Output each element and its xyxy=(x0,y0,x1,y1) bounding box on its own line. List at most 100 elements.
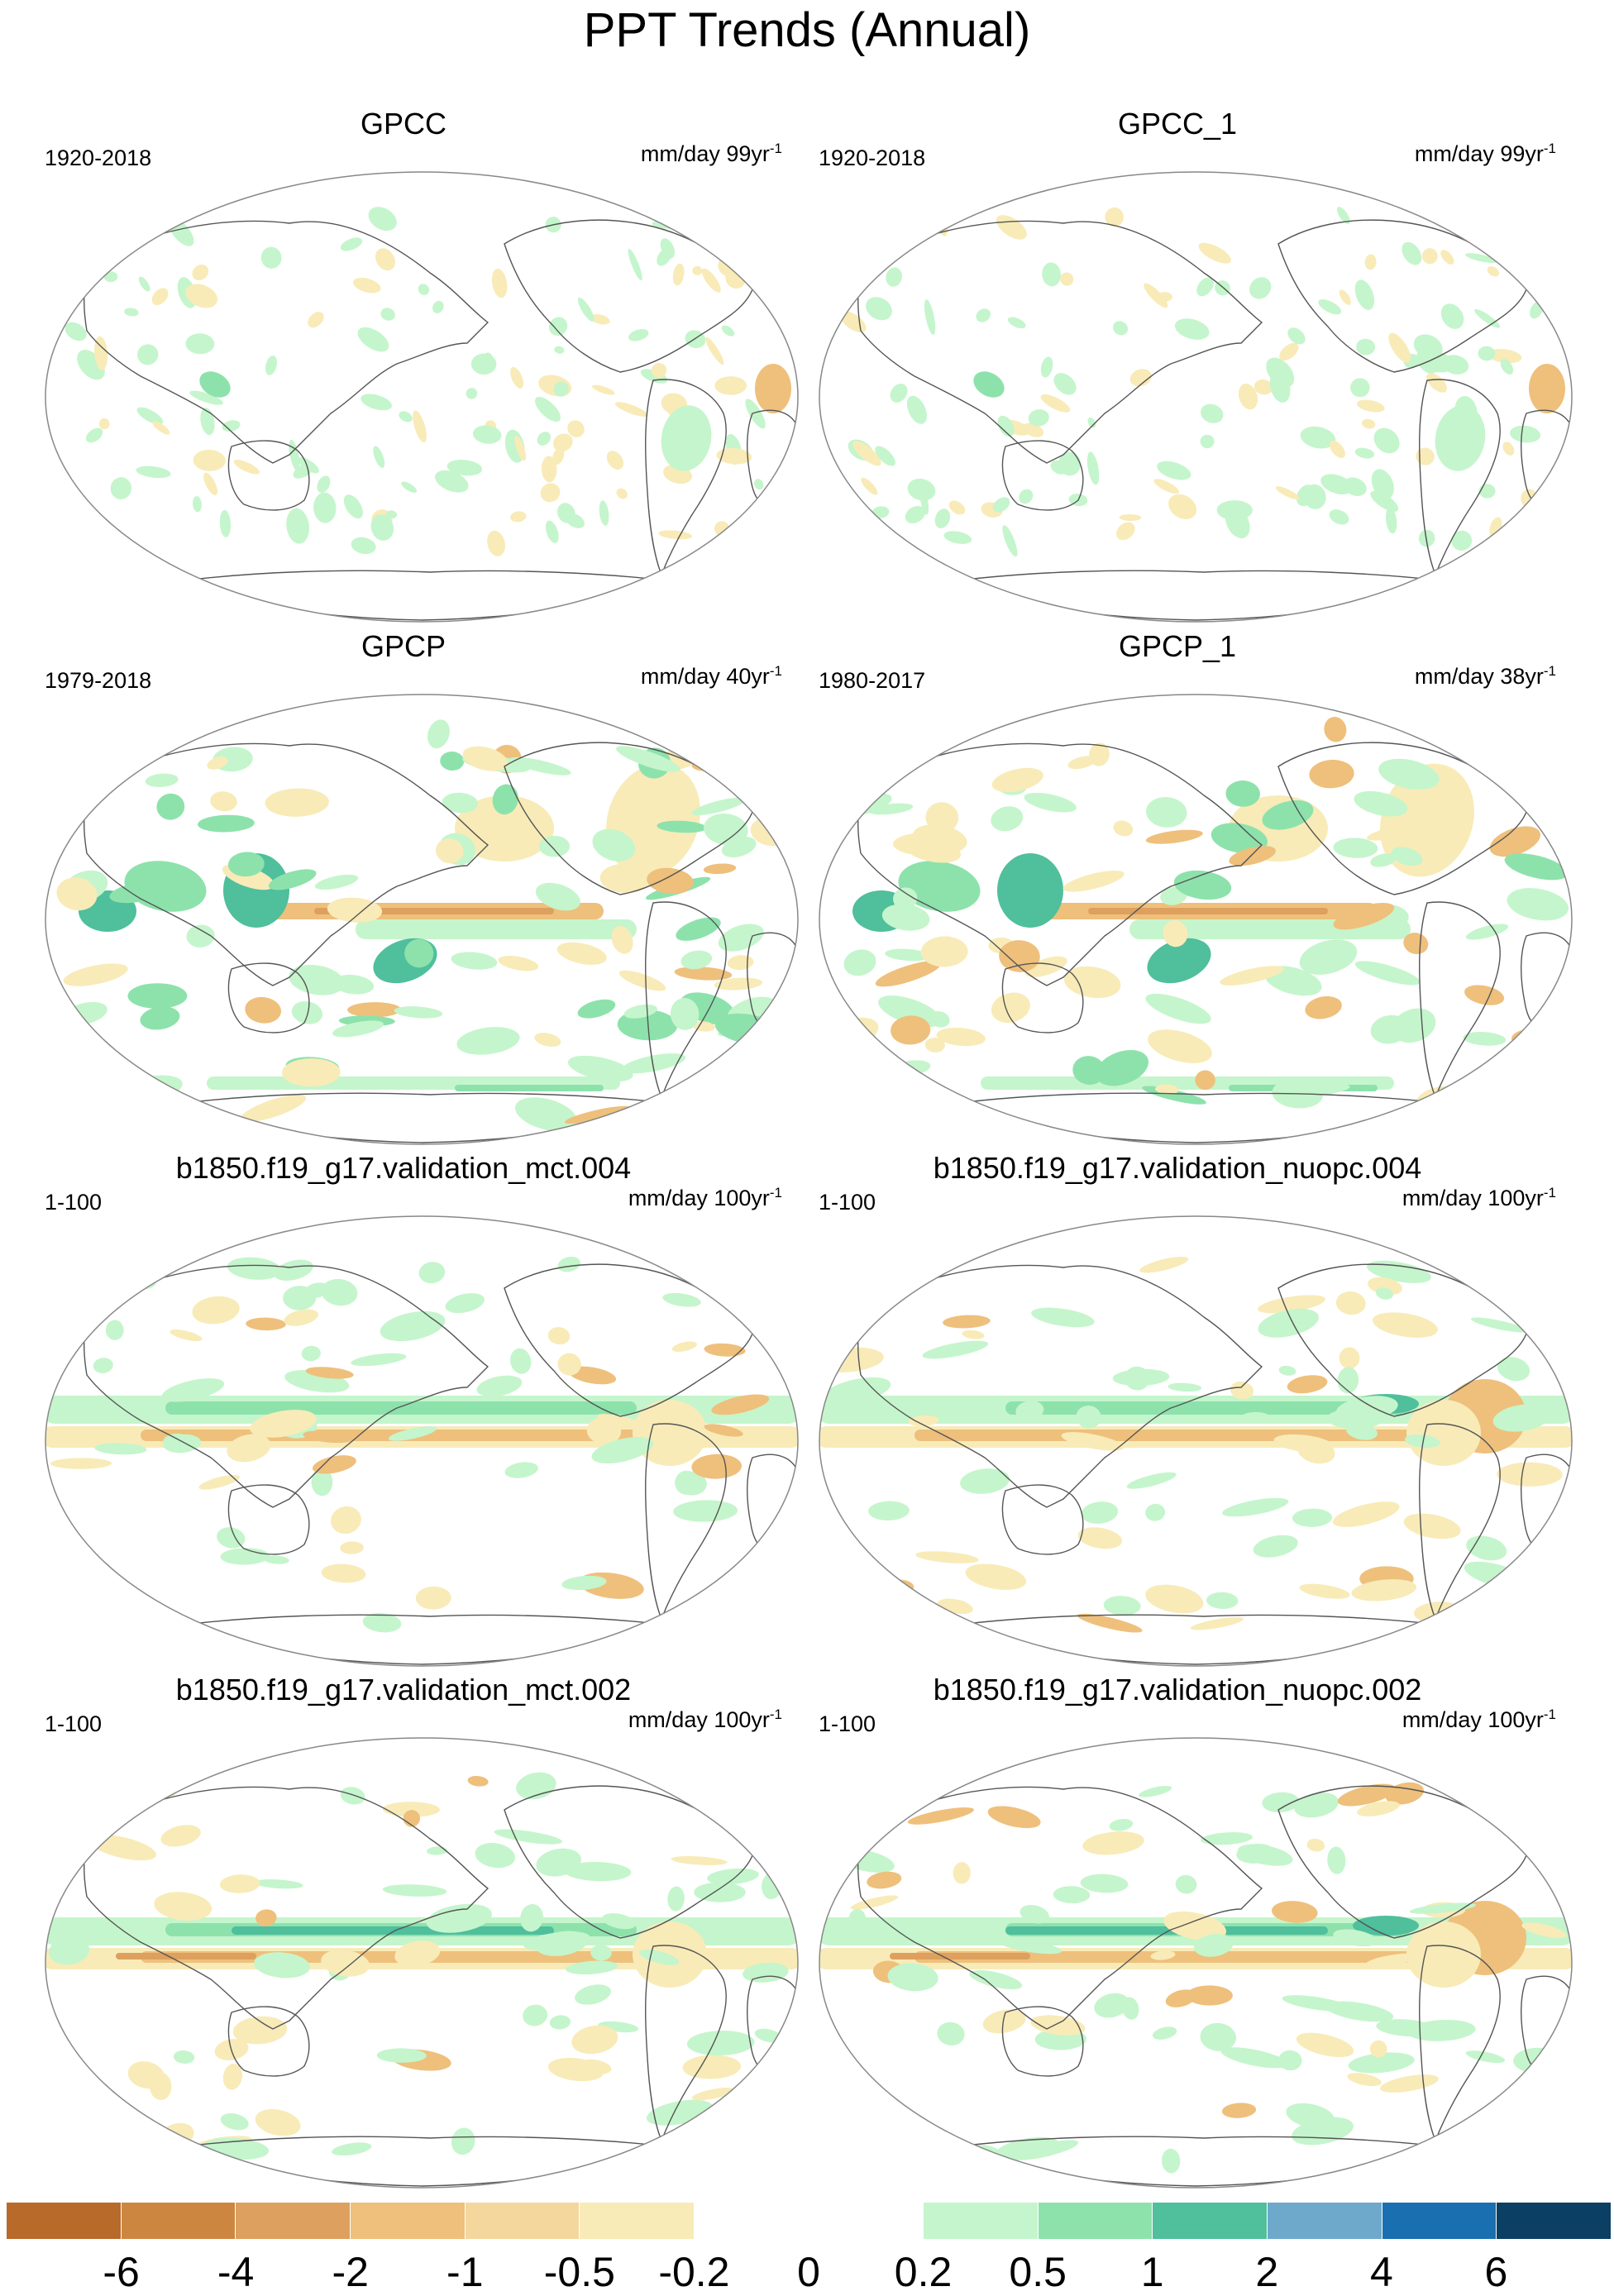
panel-title: GPCP_1 xyxy=(1118,629,1237,663)
colorbar-tick-label: 0.5 xyxy=(1009,2249,1067,2295)
precip-trend-patch xyxy=(553,381,569,397)
precip-trend-patch xyxy=(1210,823,1268,854)
precip-trend-patch xyxy=(1478,346,1496,361)
coastline xyxy=(84,1786,489,2030)
precip-trend-patch xyxy=(611,925,633,954)
precip-trend-patch xyxy=(538,835,571,857)
precip-trend-patch xyxy=(925,802,959,833)
precip-trend-patch xyxy=(672,263,685,286)
precip-trend-patch xyxy=(661,405,712,471)
precip-trend-patch xyxy=(691,1261,741,1272)
precip-trend-patch xyxy=(1521,1922,1567,1939)
precip-trend-patch xyxy=(321,1950,370,1977)
precip-trend-patch xyxy=(721,325,735,337)
precip-trend-patch xyxy=(289,439,300,472)
precip-trend-patch xyxy=(907,1807,974,1825)
precip-trend-patch xyxy=(1201,403,1224,423)
precip-trend-patch xyxy=(1109,1818,1134,1831)
colorbar-tick-label: 1 xyxy=(1140,2249,1164,2295)
precip-trend-patch xyxy=(1286,2103,1335,2129)
coastline xyxy=(1001,962,1084,1033)
precip-trend-patch xyxy=(843,949,876,976)
precip-trend-patch xyxy=(1116,522,1135,541)
precip-trend-patch xyxy=(557,1353,581,1376)
precip-trend-patch xyxy=(554,346,565,354)
coastline xyxy=(857,1264,1263,1508)
precip-trend-patch xyxy=(1416,447,1435,465)
precip-trend-patch xyxy=(1150,1950,1176,1960)
precip-trend-patch xyxy=(1015,1401,1044,1421)
precip-trend-patch xyxy=(314,874,359,890)
precip-trend-patch xyxy=(704,1343,746,1357)
precip-trend-patch xyxy=(1145,1584,1204,1614)
precip-trend-patch xyxy=(520,1903,543,1932)
precip-trend-patch xyxy=(1103,1596,1141,1616)
precip-trend-patch xyxy=(705,337,724,365)
precip-trend-patch xyxy=(475,1843,515,1869)
precip-trend-patch xyxy=(686,2031,755,2056)
precip-trend-patch xyxy=(127,983,188,1009)
precip-trend-patch xyxy=(1230,1381,1254,1400)
precip-trend-patch xyxy=(1174,318,1210,340)
precip-trend-patch xyxy=(1253,379,1273,395)
precip-trend-patch xyxy=(1175,1874,1197,1894)
precip-trend-patch xyxy=(1418,529,1435,547)
precip-trend-patch xyxy=(1126,1472,1177,1489)
precip-trend-patch xyxy=(651,363,667,378)
precip-trend-patch xyxy=(332,1020,384,1038)
precip-trend-patch xyxy=(1220,2047,1289,2069)
precip-trend-patch xyxy=(673,1500,738,1522)
colorbar-tick-label: -1 xyxy=(446,2249,484,2295)
precip-trend-patch xyxy=(691,1453,743,1479)
colorbar-tick-labels: -6 -4 -2 -1 -0.5 -0.2 0 0.2 0.5 1 2 4 6 xyxy=(7,2249,1611,2295)
precip-trend-patch xyxy=(867,1871,902,1889)
precip-trend-patch xyxy=(592,828,636,862)
colorbar-swatch xyxy=(7,2203,122,2239)
precip-trend-patch xyxy=(445,1293,485,1314)
colorbar-tick-label: -4 xyxy=(217,2249,255,2295)
precip-trend-patch xyxy=(1361,418,1376,429)
precip-trend-patch xyxy=(991,806,1024,832)
precip-trend-patch xyxy=(1249,277,1272,299)
precip-trend-patch xyxy=(899,730,932,762)
precip-trend-patch xyxy=(1152,2026,1177,2040)
precip-trend-patch xyxy=(1370,490,1399,512)
panel-units: mm/day 40yr-1 xyxy=(640,663,782,689)
precip-trend-patch xyxy=(1388,332,1411,363)
precip-trend-patch xyxy=(451,952,498,970)
precip-trend-patch xyxy=(1421,248,1438,265)
precip-trend-patch xyxy=(1144,283,1168,308)
precip-trend-patch xyxy=(1364,254,1377,270)
panel-gpcc: GPCC 1920-2018 mm/day 99yr-1 xyxy=(0,107,807,628)
precip-trend-patch xyxy=(534,1033,561,1048)
precip-trend-patch xyxy=(1333,902,1395,930)
precip-trend-patch xyxy=(332,974,375,995)
precip-trend-patch xyxy=(1522,777,1545,805)
precip-trend-patch xyxy=(875,961,942,987)
map-content xyxy=(45,1738,798,2188)
precip-trend-patch xyxy=(597,1414,653,1431)
precip-trend-patch xyxy=(577,999,616,1019)
precip-trend-patch xyxy=(1365,1953,1420,1967)
precip-trend-patch xyxy=(289,965,345,995)
precip-trend-patch xyxy=(83,1060,126,1079)
precip-trend-band xyxy=(1088,908,1328,914)
precip-trend-patch xyxy=(136,465,171,479)
precip-trend-patch xyxy=(1148,1029,1212,1063)
panel-period: 1920-2018 xyxy=(819,146,926,170)
precip-trend-patch xyxy=(691,797,747,816)
precip-trend-patch xyxy=(969,1969,1023,1989)
precip-trend-patch xyxy=(418,284,430,295)
precip-trend-patch xyxy=(997,1938,1062,1955)
precip-trend-patch xyxy=(1339,289,1351,305)
world-map xyxy=(819,1215,1573,1667)
precip-trend-patch xyxy=(340,237,363,251)
precip-trend-patch xyxy=(1275,486,1300,500)
panel-units: mm/day 100yr-1 xyxy=(1402,1185,1556,1210)
precip-trend-patch xyxy=(1409,1902,1476,1914)
precip-trend-patch xyxy=(476,1375,523,1397)
precip-trend-patch xyxy=(676,917,721,941)
colorbar-tick-label: 0.2 xyxy=(894,2249,953,2295)
precip-trend-patch xyxy=(145,208,157,224)
precip-trend-patch xyxy=(124,308,139,317)
